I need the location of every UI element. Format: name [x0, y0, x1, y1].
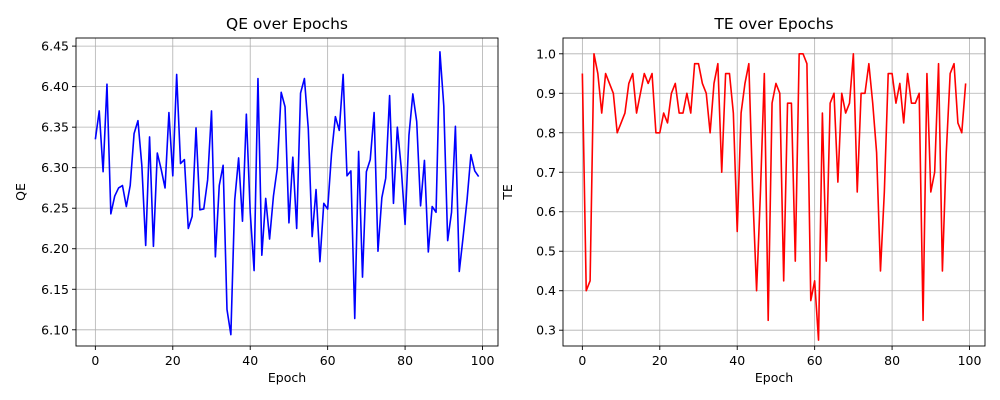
- qe-chart-y-tick-label: 6.10: [41, 322, 69, 337]
- qe-chart-y-tick-label: 6.15: [41, 282, 69, 297]
- te-chart-y-tick-label: 0.3: [536, 323, 556, 338]
- qe-chart-y-tick-label: 6.40: [41, 79, 69, 94]
- te-chart-x-axis-label: Epoch: [755, 370, 793, 385]
- te-chart-x-tick-label: 0: [578, 353, 586, 368]
- qe-chart-y-tick-label: 6.30: [41, 160, 69, 175]
- te-chart-x-tick-label: 40: [729, 353, 745, 368]
- qe-chart-y-tick-label: 6.35: [41, 120, 69, 135]
- qe-chart-grid: [76, 38, 498, 346]
- qe-chart-y-tick-label: 6.20: [41, 241, 69, 256]
- te-chart-y-tick-label: 0.5: [536, 244, 556, 259]
- qe-chart-x-tick-label: 100: [471, 353, 495, 368]
- te-chart-title: TE over Epochs: [713, 15, 833, 33]
- te-chart-y-tick-label: 0.8: [536, 125, 556, 140]
- te-chart: TE over Epochs Epoch TE 0 20 40 60 80 100 0.3 0…: [500, 15, 986, 385]
- qe-chart-x-tick-label: 40: [242, 353, 258, 368]
- qe-chart-y-axis-label: QE: [13, 183, 28, 201]
- qe-chart: QE over Epochs Epoch QE 0 20 40 60 80 100 6.10…: [13, 15, 499, 385]
- te-chart-y-tick-label: 0.4: [536, 283, 556, 298]
- te-chart-x-tick-label: 20: [652, 353, 668, 368]
- qe-chart-x-tick-label: 0: [91, 353, 99, 368]
- qe-chart-title: QE over Epochs: [226, 15, 348, 33]
- te-chart-plot-frame: [562, 37, 986, 347]
- te-chart-y-tick-label: 0.6: [536, 204, 556, 219]
- qe-chart-plot-frame: [75, 37, 499, 347]
- te-chart-y-tick-label: 0.7: [536, 165, 556, 180]
- qe-chart-y-tick-label: 6.45: [41, 39, 69, 54]
- qe-chart-x-tick-label: 80: [397, 353, 413, 368]
- qe-chart-series-line-0: [94, 50, 480, 336]
- te-chart-x-tick-label: 80: [884, 353, 900, 368]
- te-chart-series-line-0: [581, 52, 967, 341]
- te-chart-y-tick-label: 1.0: [536, 46, 556, 61]
- qe-chart-x-tick-label: 20: [165, 353, 181, 368]
- te-chart-x-tick-label: 60: [807, 353, 823, 368]
- qe-chart-y-tick-label: 6.25: [41, 201, 69, 216]
- te-chart-x-tick-label: 100: [958, 353, 982, 368]
- qe-chart-x-tick-label: 60: [320, 353, 336, 368]
- qe-chart-x-axis-label: Epoch: [268, 370, 306, 385]
- te-chart-y-axis-label: TE: [500, 184, 515, 201]
- te-chart-y-tick-label: 0.9: [536, 86, 556, 101]
